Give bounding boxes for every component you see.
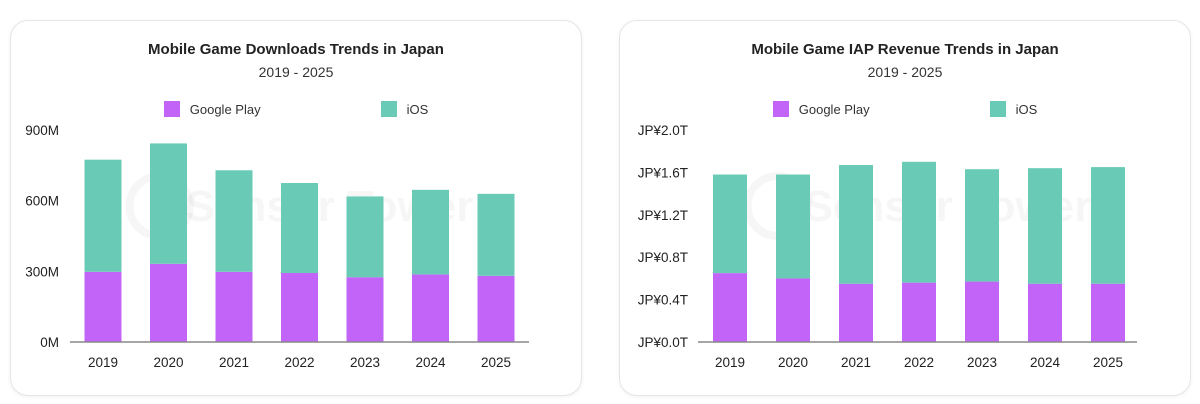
bar-google-play-2025	[1091, 283, 1125, 342]
y-tick-label: JP¥2.0T	[638, 123, 688, 138]
y-tick-label: 900M	[25, 123, 59, 138]
chart-title: Mobile Game Downloads Trends in Japan	[148, 41, 444, 58]
legend-item-google-play[interactable]: Google Play	[163, 101, 261, 117]
bar-ios-2024	[1028, 168, 1062, 284]
legend: Google Play iOS	[11, 101, 581, 117]
legend-label: Google Play	[798, 101, 870, 117]
bar-ios-2022	[281, 183, 318, 273]
x-tick-label: 2025	[481, 355, 511, 370]
bar-ios-2019	[713, 174, 747, 274]
chart-title: Mobile Game IAP Revenue Trends in Japan	[751, 41, 1059, 58]
downloads-chart-card: Mobile Game Downloads Trends in Japan 20…	[10, 20, 582, 396]
legend: Google Play iOS	[620, 101, 1190, 117]
x-tick-label: 2020	[153, 355, 183, 370]
bar-google-play-2024	[412, 274, 449, 342]
bar-google-play-2020	[776, 278, 810, 342]
x-tick-label: 2023	[350, 355, 380, 370]
bar-google-play-2021	[839, 283, 873, 342]
legend-item-google-play[interactable]: Google Play	[772, 101, 870, 117]
x-tick-label: 2025	[1093, 355, 1123, 370]
y-tick-label: JP¥0.8T	[638, 250, 688, 265]
x-tick-label: 2021	[841, 355, 871, 370]
x-tick-label: 2022	[284, 355, 314, 370]
bar-ios-2025	[477, 193, 515, 276]
x-tick-label: 2024	[415, 355, 446, 370]
bar-ios-2020	[776, 174, 810, 279]
legend-swatch-ios	[989, 101, 1006, 117]
bar-google-play-2019	[713, 273, 747, 342]
bar-ios-2021	[839, 164, 873, 284]
y-tick-label: JP¥1.2T	[638, 208, 688, 223]
x-tick-label: 2021	[219, 355, 249, 370]
revenue-chart-card: Mobile Game IAP Revenue Trends in Japan …	[619, 20, 1191, 396]
x-tick-label: 2024	[1030, 355, 1061, 370]
y-tick-label: JP¥0.4T	[638, 293, 688, 308]
bar-google-play-2022	[281, 272, 318, 342]
bar-google-play-2023	[965, 281, 999, 342]
bar-google-play-2022	[902, 282, 936, 342]
legend-item-ios[interactable]: iOS	[380, 101, 429, 117]
bar-ios-2025	[1091, 167, 1125, 284]
legend-swatch-ios	[380, 101, 397, 117]
bar-ios-2021	[215, 170, 253, 272]
x-tick-label: 2023	[967, 355, 997, 370]
revenue-plot: Sensor TowerJP¥0.0TJP¥0.4TJP¥0.8TJP¥1.2T…	[638, 123, 1137, 370]
y-tick-label: 0M	[40, 335, 59, 350]
legend-swatch-google-play	[163, 101, 180, 117]
bar-google-play-2019	[84, 271, 122, 342]
bar-google-play-2023	[346, 277, 384, 342]
y-tick-label: JP¥0.0T	[638, 335, 688, 350]
bar-ios-2020	[150, 143, 187, 264]
y-tick-label: 600M	[25, 194, 59, 209]
legend-item-ios[interactable]: iOS	[989, 101, 1038, 117]
legend-swatch-google-play	[772, 101, 789, 117]
bar-ios-2022	[902, 161, 936, 283]
legend-label: iOS	[406, 101, 429, 117]
y-tick-label: JP¥1.6T	[638, 165, 688, 180]
bar-ios-2023	[965, 169, 999, 282]
bar-ios-2023	[346, 196, 384, 278]
bar-google-play-2024	[1028, 283, 1062, 342]
bar-ios-2024	[412, 189, 449, 275]
x-tick-label: 2019	[88, 355, 118, 370]
bar-google-play-2025	[477, 275, 515, 342]
y-tick-label: 300M	[25, 264, 59, 279]
legend-label: Google Play	[189, 101, 261, 117]
bar-google-play-2020	[150, 263, 187, 342]
chart-subtitle: 2019 - 2025	[258, 64, 334, 80]
bar-google-play-2021	[215, 271, 253, 342]
legend-label: iOS	[1015, 101, 1038, 117]
x-tick-label: 2020	[778, 355, 808, 370]
bar-ios-2019	[84, 159, 122, 272]
x-tick-label: 2022	[904, 355, 934, 370]
x-tick-label: 2019	[715, 355, 745, 370]
chart-subtitle: 2019 - 2025	[867, 64, 943, 80]
